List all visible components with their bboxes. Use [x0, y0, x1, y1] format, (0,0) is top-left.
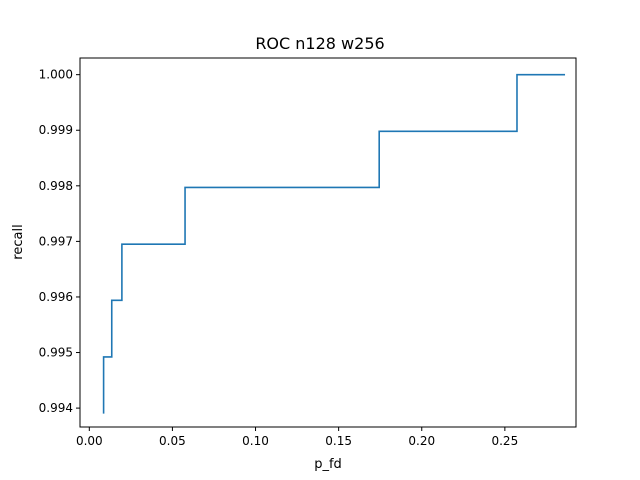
y-tick-label: 0.996	[39, 290, 73, 304]
y-tick-label: 0.997	[39, 234, 73, 248]
y-tick-label: 0.994	[39, 401, 73, 415]
y-tick-label: 0.998	[39, 179, 73, 193]
x-tick-label: 0.15	[325, 434, 352, 448]
x-tick-label: 0.25	[491, 434, 518, 448]
x-axis-ticks: 0.00 0.05 0.10 0.15 0.20 0.25	[76, 427, 518, 448]
y-tick-label: 0.999	[39, 123, 73, 137]
chart-title: ROC n128 w256	[255, 34, 384, 53]
x-tick-label: 0.20	[408, 434, 435, 448]
x-tick-label: 0.05	[159, 434, 186, 448]
y-tick-label: 0.995	[39, 346, 73, 360]
y-axis-label: recall	[11, 224, 26, 259]
x-tick-label: 0.00	[76, 434, 103, 448]
series-line-0	[102, 73, 566, 414]
y-tick-label: 1.000	[39, 68, 73, 82]
plot-frame	[79, 57, 577, 428]
x-tick-label: 0.10	[242, 434, 269, 448]
plot-area	[79, 57, 577, 428]
y-axis-ticks: 0.994 0.995 0.996 0.997 0.998 0.999 1.000	[39, 68, 80, 415]
series-layer	[102, 73, 566, 414]
x-axis-label: p_fd	[314, 457, 342, 472]
